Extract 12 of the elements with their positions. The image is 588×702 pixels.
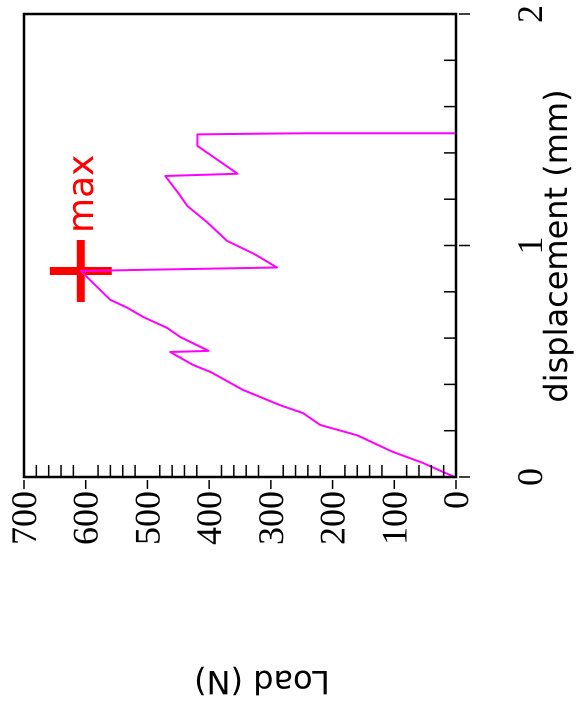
y-tick-label: 0 — [510, 468, 550, 486]
x-axis-title: Load (N) — [194, 663, 330, 701]
annotation: max — [60, 154, 102, 233]
x-tick-label: 200 — [312, 491, 353, 545]
x-tick-label: 400 — [189, 491, 230, 545]
x-tick-label: 600 — [66, 491, 106, 545]
x-tick-label: 700 — [4, 491, 44, 545]
x-tick-label: 500 — [127, 491, 168, 545]
x-tick-label: 300 — [250, 491, 291, 545]
x-tick-label: 100 — [374, 491, 414, 545]
y-tick-label: 2 — [510, 5, 550, 23]
x-tick-label: 0 — [436, 491, 476, 509]
